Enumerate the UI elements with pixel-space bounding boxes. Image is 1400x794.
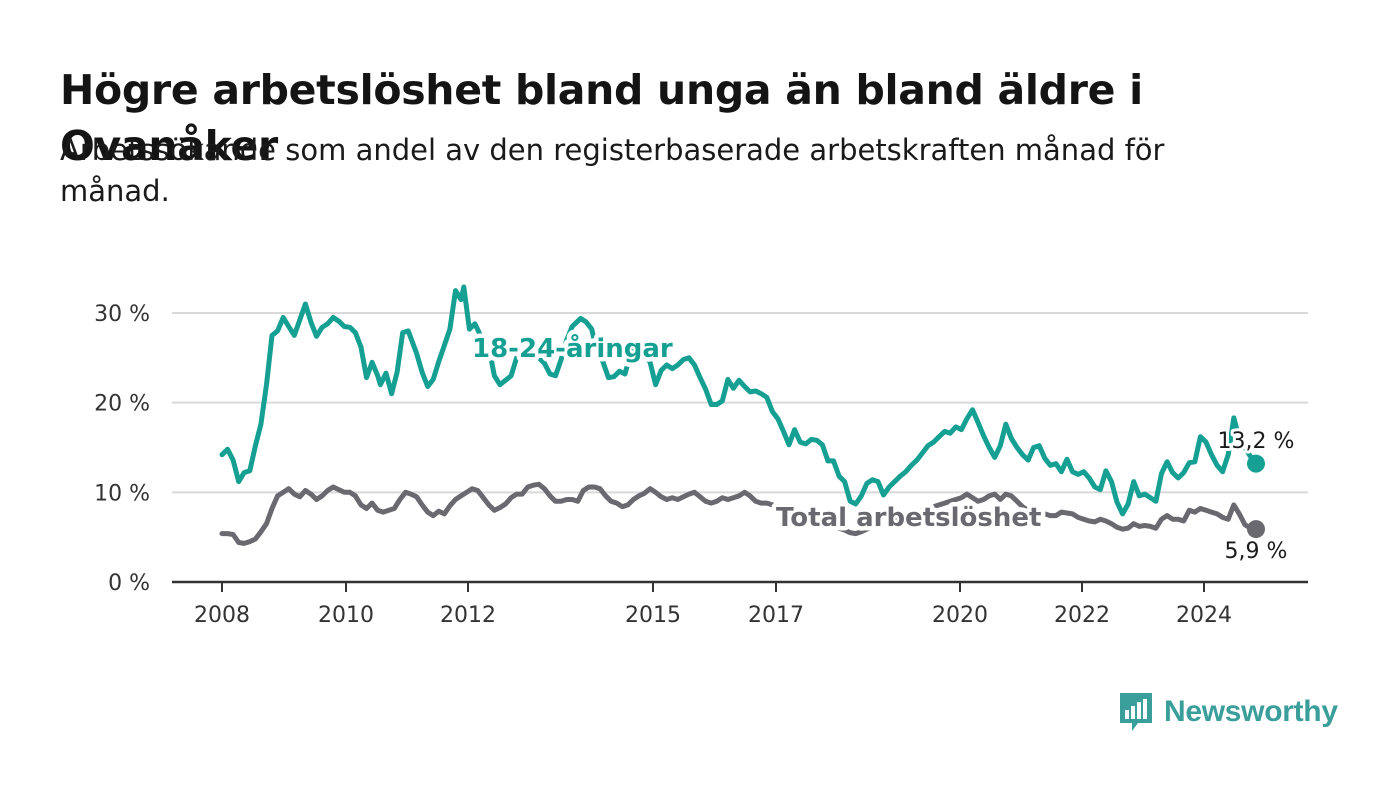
end-point-dot	[1247, 520, 1265, 539]
series-lines	[219, 284, 1259, 546]
chart-subtitle: Arbetssökande som andel av den registerb…	[60, 133, 1165, 208]
grid-lines	[172, 312, 1308, 584]
y-tick-label: 10 %	[94, 481, 150, 506]
y-tick-label: 0 %	[108, 571, 150, 596]
end-point-dot	[1247, 454, 1265, 473]
x-axis-ticks: 2008 2010 2012 2015 2017 2020 2022 2024	[194, 582, 1232, 628]
brand-name: Newsworthy	[1164, 695, 1338, 728]
series-label-halo: Total arbetslöshet	[776, 503, 1041, 533]
chart-title: Högre arbetslöshet bland unga än bland ä…	[60, 66, 1143, 170]
series-line-0	[219, 284, 1259, 517]
brand-logo[interactable]: Newsworthy	[1118, 690, 1338, 734]
end-label-halo: 13,2 %	[1218, 429, 1295, 454]
end-value-label: 5,9 %	[1225, 539, 1288, 564]
end-value-label: 13,2 %	[1218, 429, 1295, 454]
series-line-1	[219, 481, 1259, 546]
series-label-halo: 18-24-åringar	[472, 332, 673, 364]
x-tick-label: 2015	[625, 603, 681, 628]
x-tick-label: 2024	[1176, 603, 1232, 628]
series-label: Total arbetslöshet	[776, 503, 1041, 533]
x-tick-label: 2017	[748, 603, 804, 628]
x-tick-label: 2022	[1054, 603, 1110, 628]
y-tick-label: 30 %	[94, 302, 150, 327]
series-label: 18-24-åringar	[472, 332, 673, 364]
y-tick-label: 20 %	[94, 392, 150, 417]
y-axis-ticks: 0 % 10 % 20 % 30 %	[94, 302, 150, 596]
end-label-halo: 5,9 %	[1225, 539, 1288, 564]
newsworthy-logo-icon	[1120, 693, 1152, 731]
x-tick-label: 2020	[932, 603, 988, 628]
x-tick-label: 2010	[318, 603, 374, 628]
x-tick-label: 2012	[440, 603, 496, 628]
x-tick-label: 2008	[194, 603, 250, 628]
